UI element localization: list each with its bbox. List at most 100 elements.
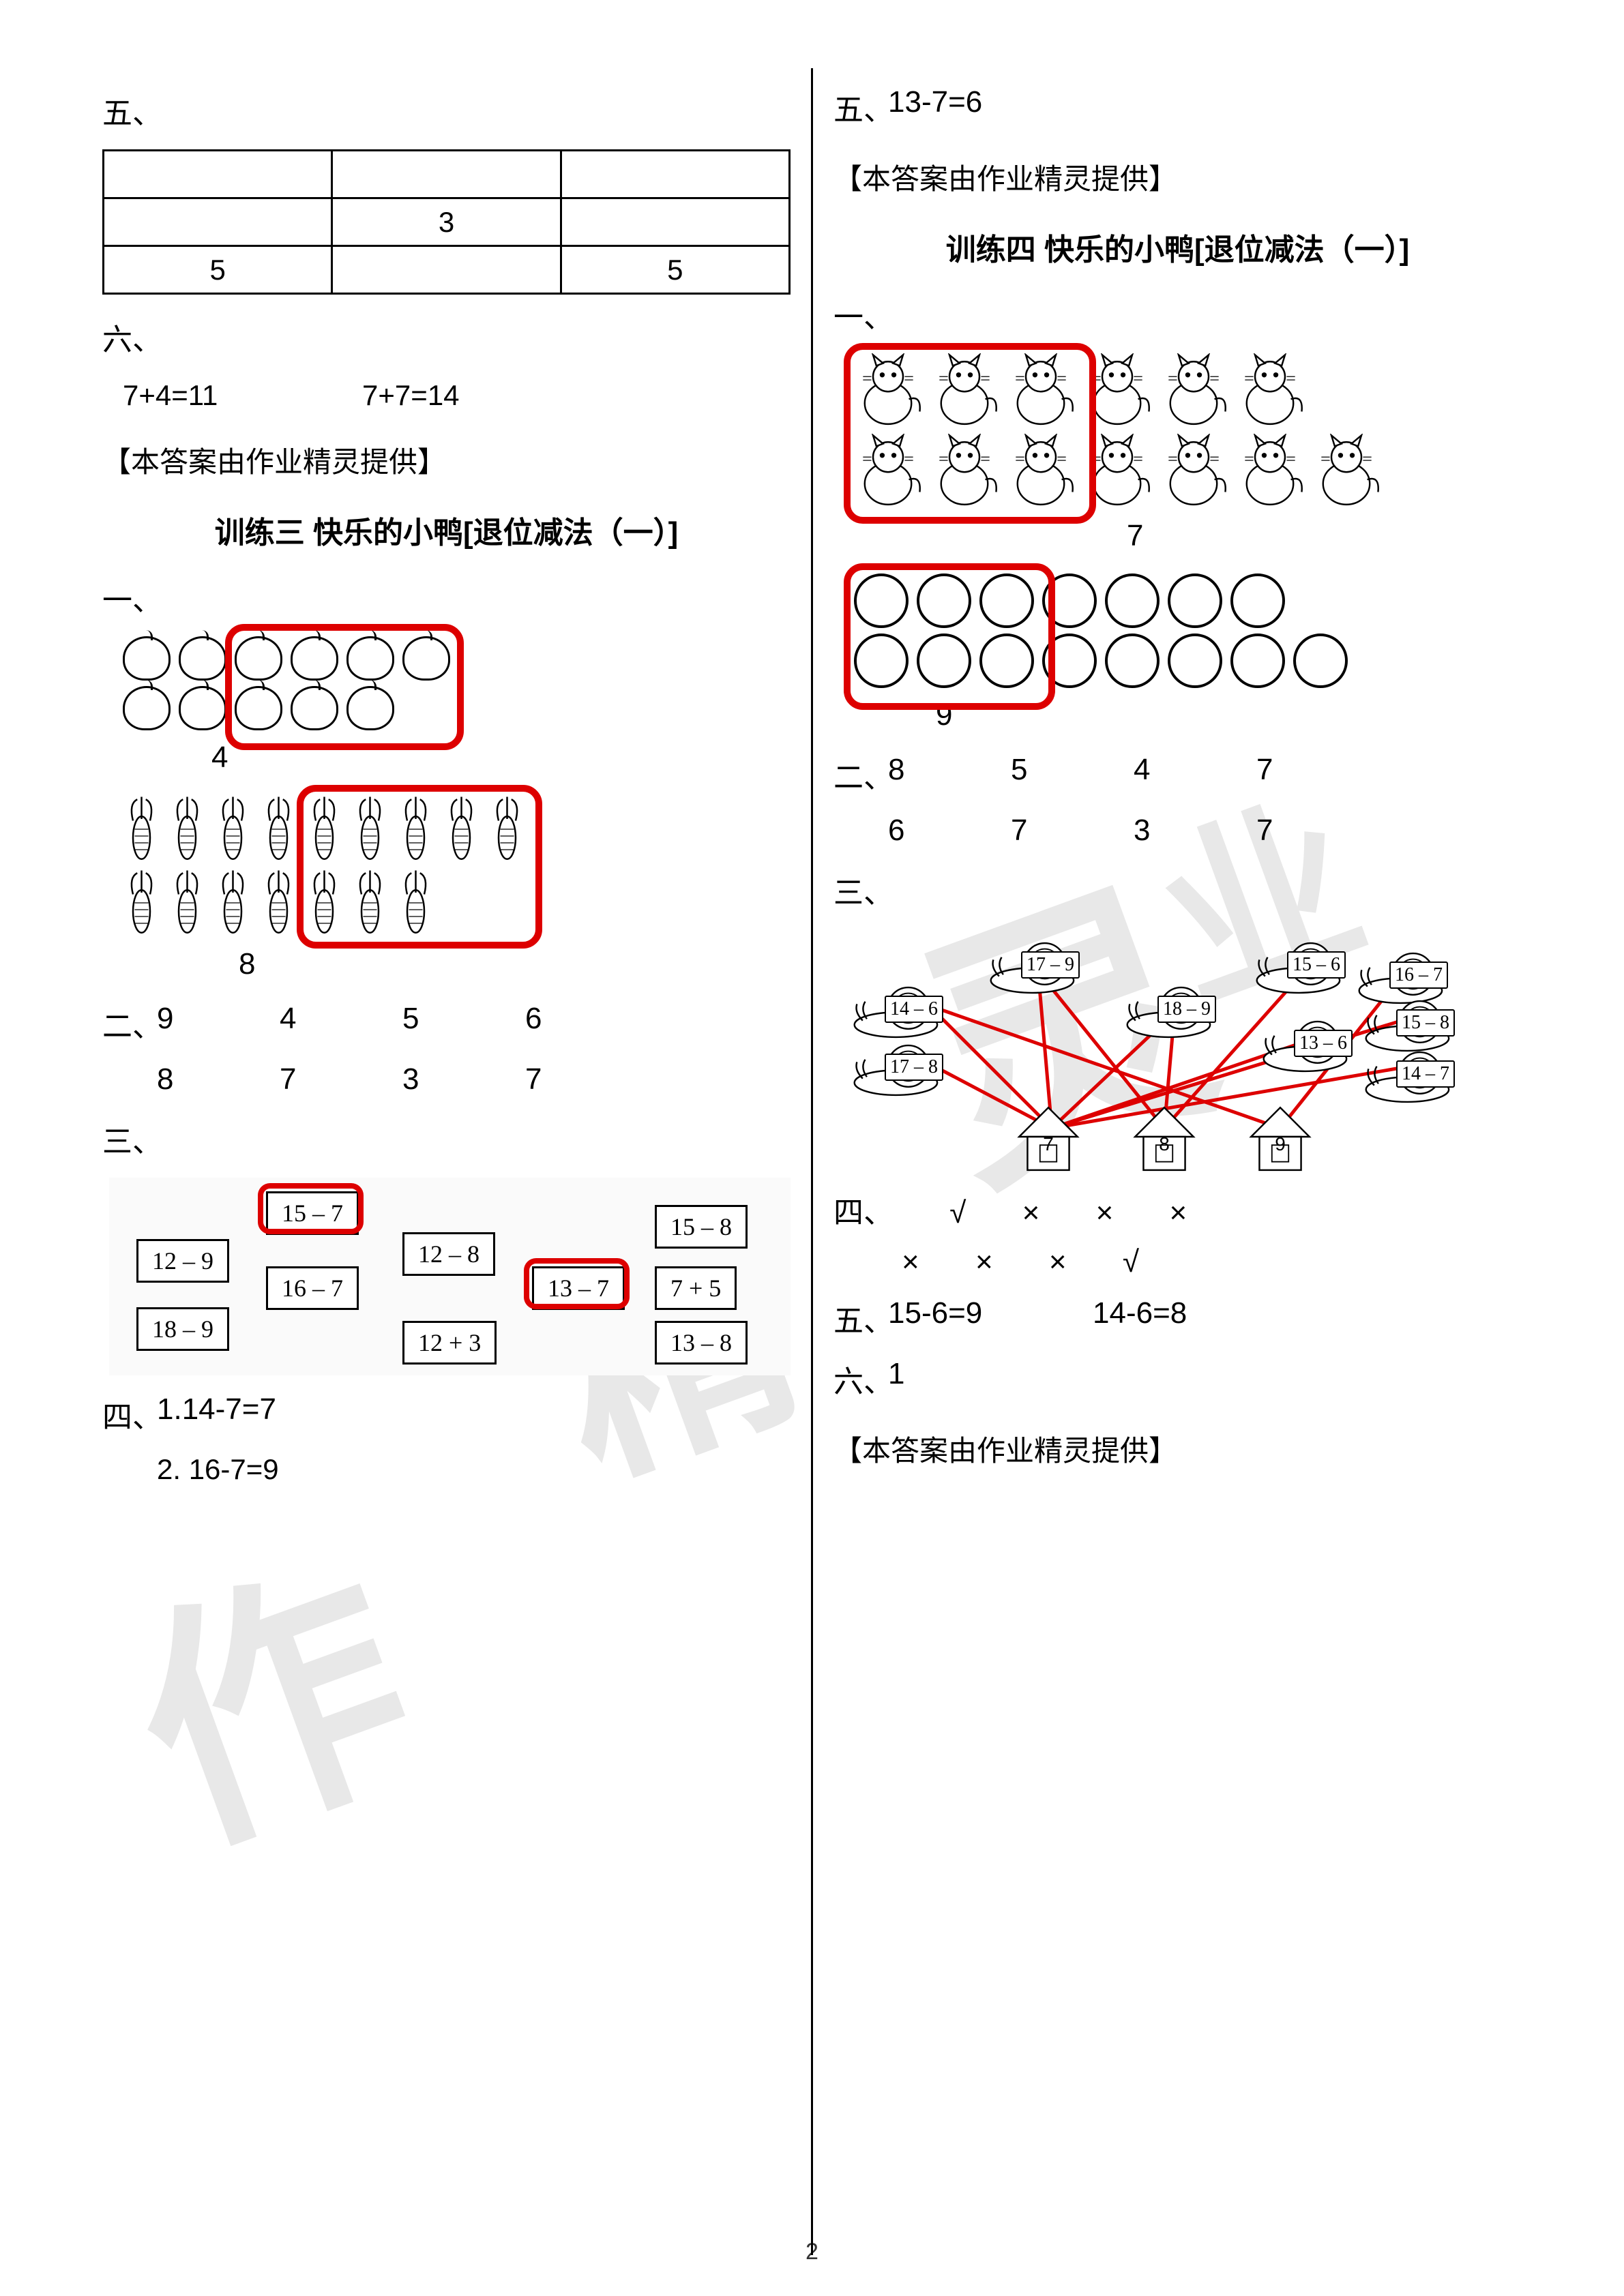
- table-row: 5 5: [104, 246, 790, 294]
- circle-icon: [854, 573, 909, 628]
- p4-s5: 五、 15-6=9 14-6=8: [833, 1296, 1522, 1340]
- snail-expression: 17 – 9: [1021, 951, 1080, 979]
- cat-icon: [930, 353, 999, 428]
- circle-icon: [1042, 633, 1097, 688]
- circle-icon: [1293, 633, 1348, 688]
- check-mark: ×: [975, 1245, 993, 1279]
- snail-matching-figure: 14 – 617 – 817 – 918 – 915 – 613 – 616 –…: [833, 929, 1461, 1174]
- apples-answer: 4: [211, 741, 791, 775]
- section-label: 二、: [102, 1002, 157, 1045]
- corn-icon: [168, 795, 206, 863]
- training-3-title: 训练三 快乐的小鸭[退位减法（一）]: [102, 508, 791, 552]
- expression-card: 18 – 9: [136, 1307, 229, 1351]
- cats-figure: [854, 353, 1468, 509]
- corn-icon: [397, 795, 434, 863]
- cat-icon: [1007, 353, 1075, 428]
- apple-icon: [291, 636, 338, 681]
- expression-card: 7 + 5: [655, 1266, 737, 1310]
- corn-icon: [214, 795, 252, 863]
- apple-icon: [402, 636, 450, 681]
- cat-icon: [1236, 353, 1304, 428]
- cat-icon: [1236, 434, 1304, 509]
- p3-s4: 四、 1.14-7=7: [102, 1392, 791, 1436]
- equation-line: 7+4=11 7+7=14: [123, 379, 791, 412]
- cat-icon: [1312, 434, 1381, 509]
- corn-icon: [306, 795, 343, 863]
- p3-s2-row2: 8 7 3 7: [102, 1062, 791, 1097]
- expression-card: 13 – 7: [532, 1266, 625, 1310]
- table-row: [104, 151, 790, 198]
- cat-icon: [1160, 434, 1228, 509]
- expression-card: 16 – 7: [266, 1266, 359, 1310]
- house-number: 8: [1127, 1133, 1202, 1155]
- circle-icon: [979, 573, 1034, 628]
- cat-icon: [854, 434, 922, 509]
- expression-card: 12 + 3: [402, 1321, 497, 1365]
- apple-icon: [179, 636, 226, 681]
- corn-icon: [168, 869, 206, 937]
- expression-card: 15 – 7: [266, 1191, 359, 1235]
- cat-icon: [1083, 353, 1151, 428]
- expression-card: 12 – 9: [136, 1239, 229, 1283]
- check-mark: √: [949, 1196, 966, 1229]
- cat-icon: [1083, 434, 1151, 509]
- cat-icon: [854, 353, 922, 428]
- apple-icon: [235, 686, 282, 730]
- corn-icon: [123, 869, 160, 937]
- credit-text: 【本答案由作业精灵提供】: [833, 1428, 1522, 1470]
- expression-card: 13 – 8: [655, 1321, 748, 1365]
- equation: 2. 16-7=9: [157, 1453, 791, 1486]
- corn-icon: [351, 869, 389, 937]
- expression-card: 15 – 8: [655, 1205, 748, 1249]
- expression-cards: 12 – 9 18 – 9 15 – 7 16 – 7 12 – 8 12 + 3 13 –…: [109, 1178, 791, 1375]
- corn-icon: [351, 795, 389, 863]
- equation: 1.14-7=7: [157, 1392, 276, 1436]
- check-mark: ×: [1022, 1196, 1040, 1229]
- p3-s2-row1: 二、 9 4 5 6: [102, 1002, 791, 1045]
- circle-icon: [979, 633, 1034, 688]
- table-row: 3: [104, 198, 790, 246]
- apple-icon: [346, 686, 394, 730]
- training-4-title: 训练四 快乐的小鸭[退位减法（一）]: [833, 225, 1522, 269]
- check-mark: ×: [1096, 1196, 1114, 1229]
- corn-icon: [443, 795, 480, 863]
- credit-text: 【本答案由作业精灵提供】: [833, 156, 1522, 198]
- equation: 13-7=6: [888, 85, 982, 129]
- p4-s4-row1: 四、 √ × × ×: [833, 1188, 1522, 1232]
- check-mark: ×: [1049, 1245, 1067, 1279]
- apple-icon: [123, 636, 171, 681]
- house-icon: 9: [1243, 1099, 1318, 1174]
- apple-icon: [235, 636, 282, 681]
- circles-figure: [854, 573, 1468, 688]
- corn-icon: [260, 795, 297, 863]
- corns-figure: [123, 795, 566, 937]
- circle-icon: [1105, 573, 1160, 628]
- house-icon: 7: [1011, 1099, 1086, 1174]
- circle-icon: [1168, 633, 1222, 688]
- corn-icon: [488, 795, 526, 863]
- expression-card: 12 – 8: [402, 1232, 495, 1276]
- circles-answer: 9: [936, 698, 1522, 732]
- equation: 7+4=11: [123, 379, 218, 411]
- apple-icon: [123, 686, 171, 730]
- p4-s1-label: 一、: [833, 293, 1522, 336]
- apple-icon: [179, 686, 226, 730]
- equation: 15-6=9: [888, 1296, 1093, 1340]
- p4-s6: 六、 1: [833, 1357, 1522, 1401]
- equation: 7+7=14: [362, 379, 460, 411]
- corn-icon: [123, 795, 160, 863]
- snail-expression: 17 – 8: [885, 1054, 943, 1081]
- snail-expression: 18 – 9: [1157, 996, 1216, 1023]
- cat-icon: [930, 434, 999, 509]
- corn-icon: [397, 869, 434, 937]
- snail-expression: 15 – 6: [1287, 951, 1346, 979]
- house-icon: 8: [1127, 1099, 1202, 1174]
- snail-expression: 16 – 7: [1389, 961, 1448, 989]
- circle-icon: [854, 633, 909, 688]
- page-container: 五、 3 5 5 六、 7+4=11 7+7=14 【本答案由作业精灵提供】: [0, 0, 1624, 2296]
- house-number: 7: [1011, 1133, 1086, 1155]
- section-6-label: 六、: [102, 315, 791, 359]
- section-5-label: 五、: [102, 89, 791, 132]
- snail-expression: 13 – 6: [1294, 1030, 1353, 1057]
- corn-icon: [260, 869, 297, 937]
